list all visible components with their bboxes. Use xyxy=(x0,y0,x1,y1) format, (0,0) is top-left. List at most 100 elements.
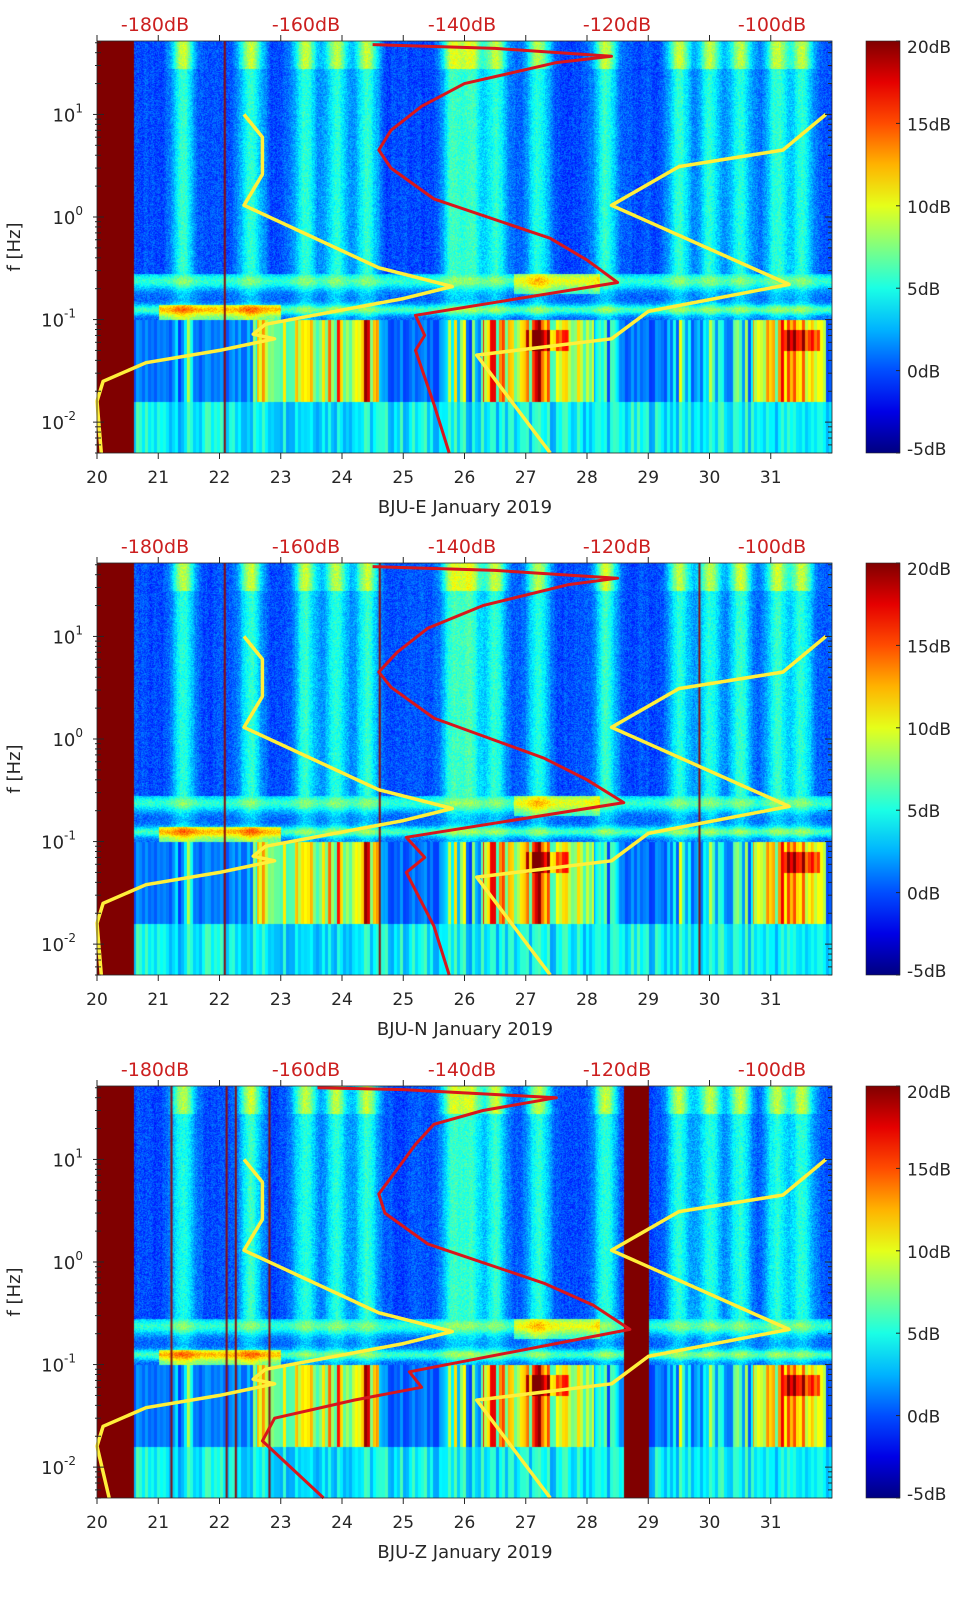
top-db-label: -100dB xyxy=(738,536,806,558)
plot-frame xyxy=(96,562,833,976)
y-tick-label: 10-2 xyxy=(41,1454,76,1479)
y-axis-label: f [Hz] xyxy=(4,1267,25,1316)
y-tick-base: 10 xyxy=(52,1150,75,1171)
y-tick-label: 10-2 xyxy=(41,409,76,434)
series-line-yellow-model-high xyxy=(474,113,828,455)
x-tick-label: 30 xyxy=(699,1513,721,1533)
top-db-label: -180dB xyxy=(121,14,189,36)
x-tick-label: 20 xyxy=(86,468,108,488)
top-db-label: -100dB xyxy=(738,1059,806,1081)
colorbar xyxy=(865,562,901,976)
chart-axes: 20 21 22 23 24 25 26 27 28 29 30 31 BJU-N January 20… xyxy=(4,536,951,1040)
x-tick-label: 22 xyxy=(209,1513,231,1533)
spectrogram-image xyxy=(97,41,832,453)
y-tick-base: 10 xyxy=(41,833,64,854)
top-db-label: -140dB xyxy=(428,1059,496,1081)
x-tick-label: 25 xyxy=(392,990,414,1010)
y-tick-base: 10 xyxy=(52,105,75,126)
y-tick-exponent: -1 xyxy=(64,829,76,843)
y-tick-base: 10 xyxy=(52,627,75,648)
y-tick-exponent: 0 xyxy=(75,1249,83,1263)
colorbar-tick-label: 5dB xyxy=(907,280,940,300)
colorbar-tick-label: 20dB xyxy=(907,560,951,580)
spectrogram-image xyxy=(97,563,832,975)
colorbar-tick-label: 0dB xyxy=(907,1408,940,1428)
top-db-label: -160dB xyxy=(272,536,340,558)
x-tick-label: 21 xyxy=(147,1513,169,1533)
colorbar-tick-label: 20dB xyxy=(907,38,951,58)
x-tick-label: 24 xyxy=(331,1513,353,1533)
series-line-red-noise-model xyxy=(372,43,620,454)
y-tick-exponent: 0 xyxy=(75,204,83,218)
series-line-red-noise-model xyxy=(372,565,626,976)
plot-frame xyxy=(96,40,833,454)
x-tick-label: 22 xyxy=(209,990,231,1010)
chart-axes: 20 21 22 23 24 25 26 27 28 29 30 31 BJU-Z January 20… xyxy=(4,1059,951,1563)
y-tick-exponent: -1 xyxy=(64,307,76,321)
x-tick-label: 25 xyxy=(392,468,414,488)
colorbar xyxy=(865,40,901,454)
x-tick-label: 30 xyxy=(699,990,721,1010)
spectrogram-image xyxy=(97,1086,832,1498)
x-tick-label: 23 xyxy=(270,1513,292,1533)
x-tick-label: 20 xyxy=(86,1513,108,1533)
y-tick-label: 10-1 xyxy=(41,829,76,854)
plot-frame xyxy=(96,1085,833,1499)
series-line-yellow-model-low xyxy=(95,113,455,454)
x-axis-label: BJU-Z January 2019 xyxy=(377,1542,552,1563)
series-line-yellow-model-high xyxy=(474,1158,828,1500)
x-axis-label: BJU-N January 2019 xyxy=(377,1019,553,1040)
x-tick-label: 29 xyxy=(637,990,659,1010)
colorbar-tick-label: 10dB xyxy=(907,720,951,740)
x-tick-label: 27 xyxy=(515,468,537,488)
spectrogram-panel: 20 21 22 23 24 25 26 27 28 29 30 31 BJU-E January 20… xyxy=(0,0,962,523)
chart-axes: 20 21 22 23 24 25 26 27 28 29 30 31 BJU-E January 20… xyxy=(4,14,951,518)
y-axis-label: f [Hz] xyxy=(4,744,25,793)
x-tick-label: 21 xyxy=(147,468,169,488)
colorbar-tick-label: 5dB xyxy=(907,802,940,822)
colorbar-tick-label: 0dB xyxy=(907,363,940,383)
x-tick-label: 28 xyxy=(576,468,598,488)
x-tick-label: 25 xyxy=(392,1513,414,1533)
y-tick-exponent: 1 xyxy=(75,623,83,637)
colorbar-tick-label: 10dB xyxy=(907,1243,951,1263)
y-tick-base: 10 xyxy=(52,1253,75,1274)
y-tick-label: 100 xyxy=(52,1249,83,1274)
y-tick-exponent: -2 xyxy=(64,409,76,423)
colorbar-tick-label: 15dB xyxy=(907,115,951,135)
top-db-label: -160dB xyxy=(272,14,340,36)
x-tick-label: 31 xyxy=(760,990,782,1010)
y-axis-label: f [Hz] xyxy=(4,222,25,271)
top-db-label: -160dB xyxy=(272,1059,340,1081)
colorbar-tick-label: 0dB xyxy=(907,885,940,905)
colorbar-tick-label: 10dB xyxy=(907,198,951,218)
colorbar-tick-label: -5dB xyxy=(907,962,946,982)
series-line-yellow-model-low xyxy=(95,635,455,976)
x-tick-label: 29 xyxy=(637,1513,659,1533)
spectrogram-panel: 20 21 22 23 24 25 26 27 28 29 30 31 BJU-Z January 20… xyxy=(0,1045,962,1568)
y-tick-label: 10-1 xyxy=(41,307,76,332)
x-tick-label: 26 xyxy=(454,1513,476,1533)
colorbar-tick-label: 5dB xyxy=(907,1325,940,1345)
y-tick-label: 10-1 xyxy=(41,1352,76,1377)
x-tick-label: 31 xyxy=(760,468,782,488)
x-tick-label: 21 xyxy=(147,990,169,1010)
y-tick-exponent: -2 xyxy=(64,1454,76,1468)
x-tick-label: 28 xyxy=(576,990,598,1010)
colorbar-tick-label: 15dB xyxy=(907,637,951,657)
y-tick-label: 101 xyxy=(52,623,83,648)
colorbar-tick-label: -5dB xyxy=(907,440,946,460)
x-tick-label: 29 xyxy=(637,468,659,488)
series-line-yellow-model-high xyxy=(474,635,828,977)
x-tick-label: 23 xyxy=(270,990,292,1010)
y-tick-exponent: 1 xyxy=(75,101,83,115)
y-tick-label: 101 xyxy=(52,101,83,126)
y-tick-exponent: 0 xyxy=(75,726,83,740)
top-db-label: -180dB xyxy=(121,536,189,558)
colorbar-tick-label: 20dB xyxy=(907,1083,951,1103)
top-db-label: -100dB xyxy=(738,14,806,36)
y-tick-base: 10 xyxy=(41,935,64,956)
series-line-yellow-model-low xyxy=(95,1158,455,1499)
y-tick-base: 10 xyxy=(41,1458,64,1479)
top-db-label: -120dB xyxy=(583,1059,651,1081)
